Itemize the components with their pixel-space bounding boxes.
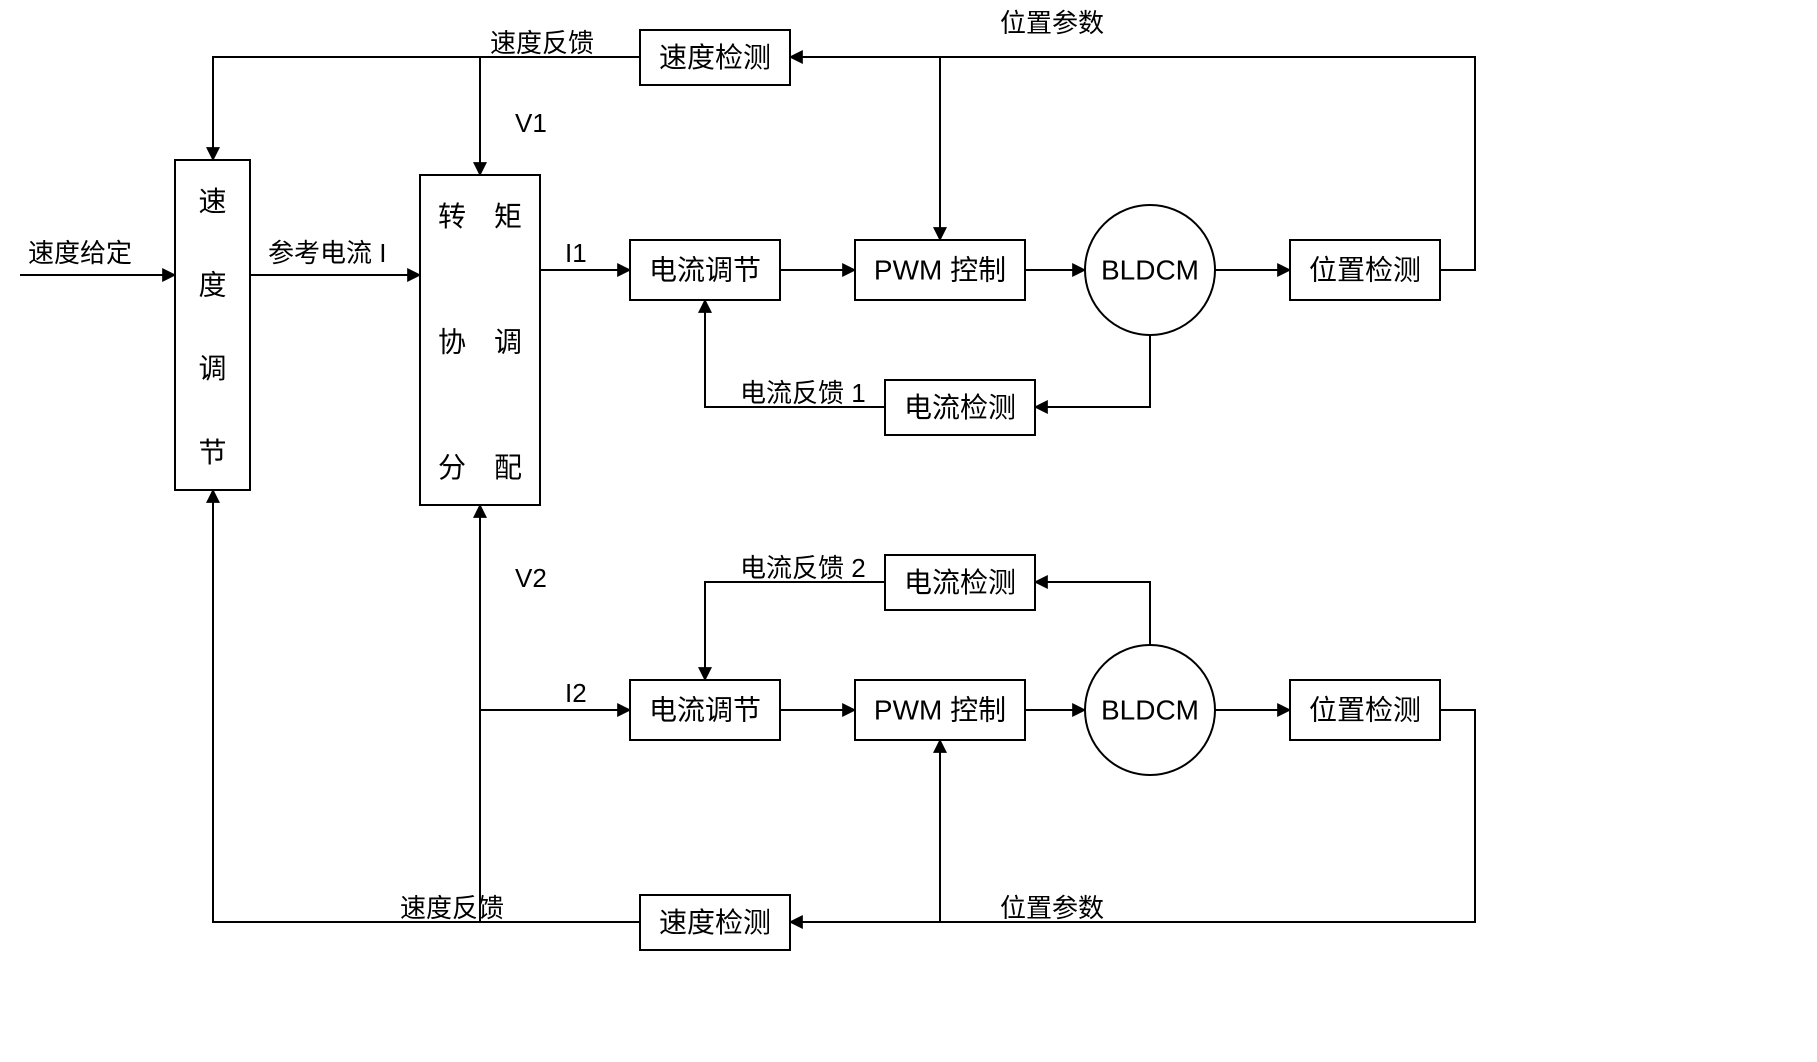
block-diagram: 速度调节转 矩协 调分 配速度检测电流调节PWM 控制BLDCM位置检测电流检测… [0,0,1817,1062]
node-cur_det_2: 电流检测 [885,555,1035,610]
node-label-speed_det_bot: 速度检测 [659,907,771,938]
node-label-bldcm_2: BLDCM [1101,694,1199,725]
node-speed_reg: 速度调节 [175,160,250,490]
node-cur_reg_1: 电流调节 [630,240,780,300]
label-pos_param_top: 位置参数 [1000,8,1104,38]
edge-cur2_fb [705,582,885,680]
node-speed_det_top: 速度检测 [640,30,790,85]
node-pwm_1: PWM 控制 [855,240,1025,300]
node-label-pwm_1: PWM 控制 [874,254,1006,285]
label-speed_fb_top: 速度反馈 [490,28,594,58]
node-cur_reg_2: 电流调节 [630,680,780,740]
node-label-bldcm_1: BLDCM [1101,254,1199,285]
label-cur_fb_1: 电流反馈 1 [740,378,866,408]
node-label-speed_reg-2: 调 [198,353,226,384]
node-label-pwm_2: PWM 控制 [874,694,1006,725]
node-label-pos_det_1: 位置检测 [1309,254,1421,285]
node-torque_alloc: 转 矩协 调分 配 [420,175,540,505]
label-speed_fb_bot: 速度反馈 [400,893,504,923]
node-bldcm_1: BLDCM [1085,205,1215,335]
node-label-pos_det_2: 位置检测 [1309,694,1421,725]
node-label-torque_alloc-1: 协 调 [438,326,522,357]
edge-speed_top_to_reg [213,57,640,160]
node-label-torque_alloc-2: 分 配 [438,452,522,483]
node-label-cur_det_2: 电流检测 [904,567,1016,598]
node-label-speed_det_top: 速度检测 [659,42,771,73]
label-ref_current: 参考电流 I [268,238,386,268]
node-bldcm_2: BLDCM [1085,645,1215,775]
node-label-speed_reg-0: 速 [198,186,226,217]
label-v2: V2 [515,563,547,593]
label-cur_fb_2: 电流反馈 2 [740,553,866,583]
edge-torque_i2 [480,505,630,710]
node-pos_det_2: 位置检测 [1290,680,1440,740]
node-pwm_2: PWM 控制 [855,680,1025,740]
node-cur_det_1: 电流检测 [885,380,1035,435]
label-i2: I2 [565,678,587,708]
label-pos_param_bot: 位置参数 [1000,893,1104,923]
node-speed_det_bot: 速度检测 [640,895,790,950]
label-i1: I1 [565,238,587,268]
node-pos_det_1: 位置检测 [1290,240,1440,300]
edge-bldc2_cur2 [1035,582,1150,645]
node-label-cur_reg_2: 电流调节 [649,694,761,725]
label-v1: V1 [515,108,547,138]
node-label-cur_reg_1: 电流调节 [649,254,761,285]
node-label-speed_reg-3: 节 [198,437,226,468]
label-speed_given: 速度给定 [28,238,132,268]
edge-bldc1_cur1 [1035,335,1150,407]
node-label-cur_det_1: 电流检测 [904,392,1016,423]
node-label-speed_reg-1: 度 [198,270,226,301]
node-label-torque_alloc-0: 转 矩 [438,201,522,232]
